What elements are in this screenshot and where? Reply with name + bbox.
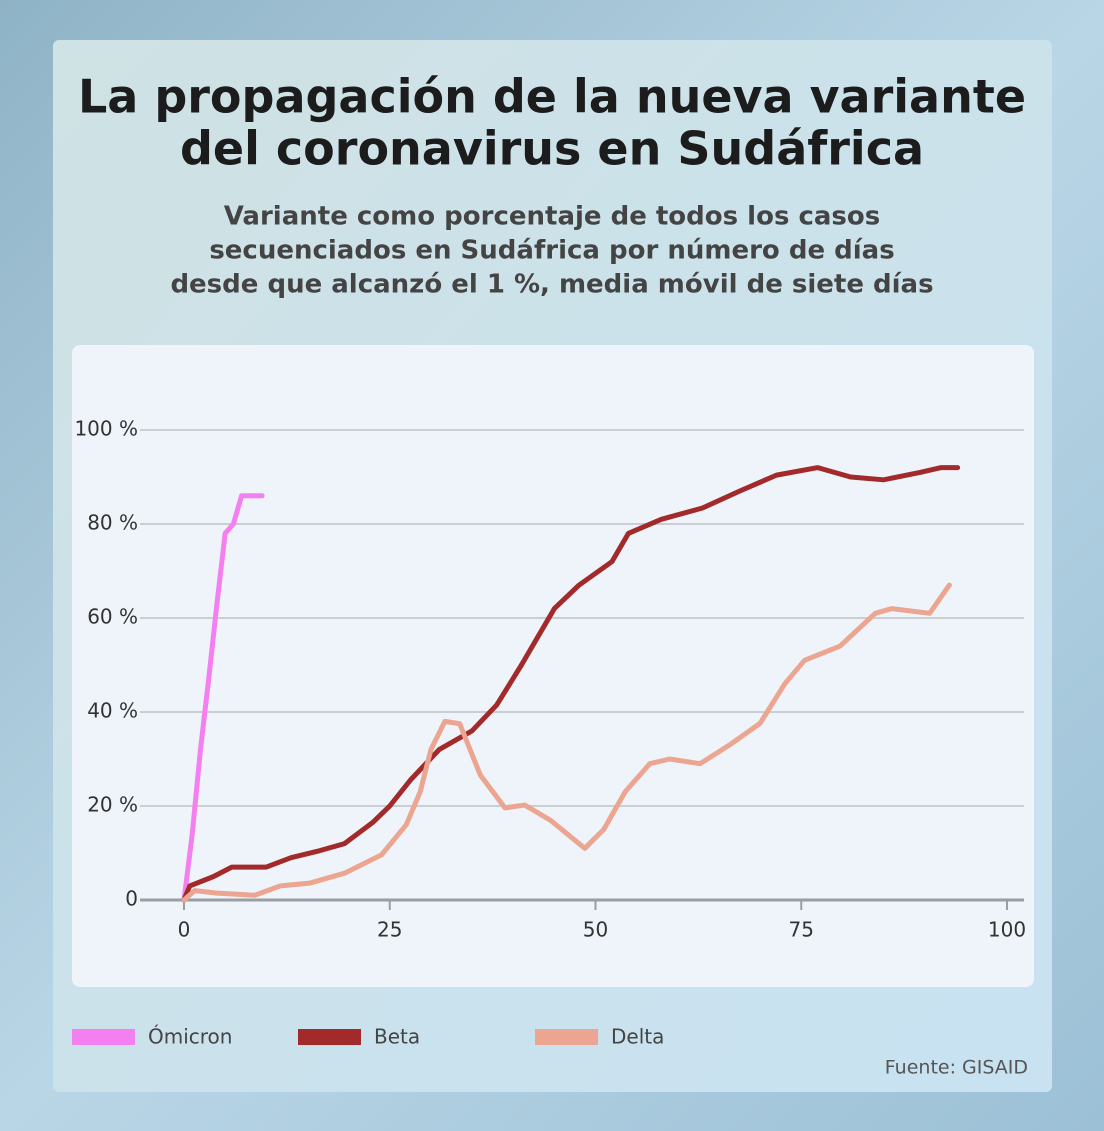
y-tick-label: 20 % [87, 793, 138, 817]
subtitle: secuenciados en Sudáfrica por número de … [209, 236, 894, 266]
legend-label: Beta [374, 1025, 420, 1049]
y-tick-label: 0 [125, 887, 138, 911]
plot-panel [72, 345, 1034, 987]
y-tick-label: 60 % [87, 605, 138, 629]
source: Fuente: GISAID [885, 1057, 1028, 1079]
chart-title: del coronavirus en Sudáfrica [180, 122, 924, 176]
y-tick-label: 100 % [74, 417, 138, 441]
x-tick-label: 0 [178, 918, 191, 942]
legend-swatch [535, 1029, 598, 1045]
y-tick-label: 80 % [87, 511, 138, 535]
x-tick-label: 100 [988, 918, 1026, 942]
x-tick-label: 25 [377, 918, 402, 942]
legend-swatch [72, 1029, 135, 1045]
chart-title: La propagación de la nueva variante [78, 70, 1026, 124]
subtitle: desde que alcanzó el 1 %, media móvil de… [170, 270, 933, 300]
x-tick-label: 75 [789, 918, 814, 942]
y-tick-label: 40 % [87, 699, 138, 723]
legend-label: Ómicron [148, 1025, 232, 1049]
subtitle: Variante como porcentaje de todos los ca… [224, 202, 881, 232]
legend-label: Delta [611, 1025, 664, 1049]
x-tick-label: 50 [583, 918, 608, 942]
series-line [181, 582, 952, 903]
legend-swatch [298, 1029, 361, 1045]
series-line [181, 493, 265, 903]
series-line [181, 465, 961, 903]
